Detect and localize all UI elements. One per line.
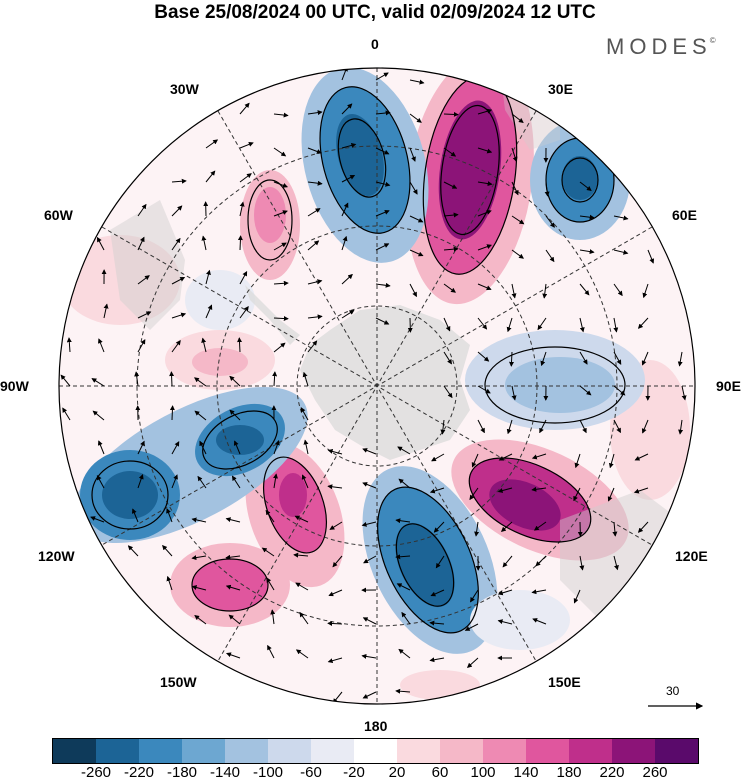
lon-label-180: 180 bbox=[364, 718, 387, 734]
wind-arrow bbox=[274, 318, 288, 319]
wind-arrow bbox=[444, 114, 458, 115]
colorbar-tick-label: -60 bbox=[300, 764, 322, 781]
lon-label-60w: 60W bbox=[44, 207, 73, 223]
lon-label-90w: 90W bbox=[0, 378, 29, 394]
lon-label-60e: 60E bbox=[672, 207, 697, 223]
colorbar-tick-label: 260 bbox=[642, 764, 667, 781]
colorbar-segment bbox=[268, 739, 311, 763]
brand-logo: MODES© bbox=[606, 34, 718, 60]
colorbar bbox=[52, 738, 699, 764]
colorbar-tick-label: 220 bbox=[599, 764, 624, 781]
lon-label-30w: 30W bbox=[170, 81, 199, 97]
wind-arrow bbox=[240, 236, 241, 250]
wind-arrow bbox=[239, 338, 240, 352]
colorbar-tick-label: -180 bbox=[167, 764, 197, 781]
lon-label-120w: 120W bbox=[38, 548, 75, 564]
wind-arrow bbox=[172, 406, 173, 420]
colorbar-segment bbox=[655, 739, 698, 763]
colorbar-segment bbox=[483, 739, 526, 763]
wind-arrow bbox=[171, 372, 172, 386]
colorbar-tick-label: -220 bbox=[124, 764, 154, 781]
lon-label-150w: 150W bbox=[160, 674, 197, 690]
colorbar-segment bbox=[569, 739, 612, 763]
colorbar-tick-label: 100 bbox=[470, 764, 495, 781]
lon-label-150e: 150E bbox=[548, 674, 581, 690]
wind-arrow bbox=[328, 623, 342, 624]
colorbar-tick-label: 140 bbox=[513, 764, 538, 781]
map-title: Base 25/08/2024 00 UTC, valid 02/09/2024… bbox=[0, 0, 750, 26]
colorbar-segment bbox=[182, 739, 225, 763]
lon-label-120e: 120E bbox=[675, 548, 708, 564]
colorbar-tick-label: -100 bbox=[253, 764, 283, 781]
colorbar-tick-label: -20 bbox=[343, 764, 365, 781]
lon-label-90e: 90E bbox=[716, 378, 741, 394]
colorbar-tick-label: 20 bbox=[389, 764, 406, 781]
colorbar-segment bbox=[96, 739, 139, 763]
colorbar-tick-label: 180 bbox=[556, 764, 581, 781]
colorbar-segment bbox=[440, 739, 483, 763]
colorbar-segment bbox=[612, 739, 655, 763]
colorbar-tick-label: 60 bbox=[432, 764, 449, 781]
lon-label-0: 0 bbox=[371, 36, 379, 52]
colorbar-tick-label: -260 bbox=[81, 764, 111, 781]
colorbar-ticks: -260 -220 -180 -140 -100 -60 -20 20 60 100 140 180 2… bbox=[0, 764, 750, 784]
colorbar-segment bbox=[225, 739, 268, 763]
colorbar-segment bbox=[526, 739, 569, 763]
lon-label-30e: 30E bbox=[548, 81, 573, 97]
colorbar-segment bbox=[311, 739, 354, 763]
wind-arrow bbox=[511, 352, 512, 366]
colorbar-segment bbox=[53, 739, 96, 763]
colorbar-segment bbox=[397, 739, 440, 763]
colorbar-segment bbox=[139, 739, 182, 763]
colorbar-tick-label: -140 bbox=[210, 764, 240, 781]
colorbar-segment bbox=[354, 739, 397, 763]
